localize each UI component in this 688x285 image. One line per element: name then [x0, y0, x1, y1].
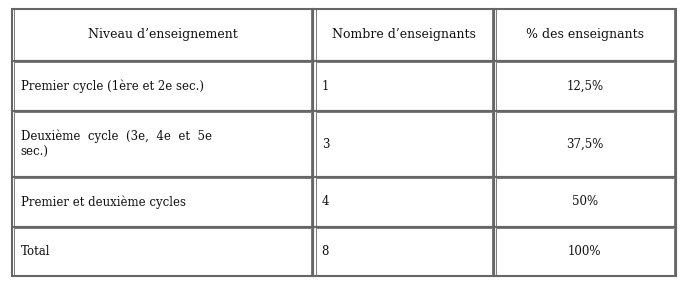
- Bar: [12, 111, 314, 177]
- Bar: [12, 227, 314, 276]
- Bar: [494, 9, 676, 61]
- Bar: [314, 9, 494, 61]
- Text: Total: Total: [21, 245, 50, 258]
- Bar: [12, 9, 314, 61]
- Text: 4: 4: [322, 196, 330, 208]
- Text: Niveau d’enseignement: Niveau d’enseignement: [88, 28, 238, 41]
- Text: Premier cycle (1ère et 2e sec.): Premier cycle (1ère et 2e sec.): [21, 79, 204, 93]
- Bar: [314, 111, 494, 177]
- Bar: [494, 61, 676, 111]
- Text: Deuxième  cycle  (3e,  4e  et  5e
sec.): Deuxième cycle (3e, 4e et 5e sec.): [21, 129, 212, 159]
- Bar: [314, 227, 494, 276]
- Bar: [314, 111, 494, 177]
- Bar: [494, 111, 676, 177]
- Bar: [12, 111, 314, 177]
- Bar: [14, 228, 312, 276]
- Text: 3: 3: [322, 137, 330, 150]
- Bar: [496, 9, 674, 60]
- Bar: [494, 227, 676, 276]
- Bar: [314, 227, 494, 276]
- Text: 50%: 50%: [572, 196, 598, 208]
- Bar: [14, 112, 312, 176]
- Text: 12,5%: 12,5%: [566, 80, 603, 93]
- Bar: [316, 178, 492, 226]
- Bar: [314, 177, 494, 227]
- Bar: [12, 9, 314, 61]
- Bar: [14, 62, 312, 110]
- Bar: [12, 227, 314, 276]
- Bar: [316, 62, 492, 110]
- Bar: [494, 177, 676, 227]
- Bar: [14, 9, 312, 60]
- Text: 1: 1: [322, 80, 329, 93]
- Bar: [314, 61, 494, 111]
- Bar: [316, 112, 492, 176]
- Bar: [496, 178, 674, 226]
- Bar: [494, 111, 676, 177]
- Bar: [12, 177, 314, 227]
- Bar: [12, 61, 314, 111]
- Bar: [314, 177, 494, 227]
- Bar: [14, 178, 312, 226]
- Text: Nombre d’enseignants: Nombre d’enseignants: [332, 28, 475, 41]
- Bar: [494, 9, 676, 61]
- Bar: [314, 61, 494, 111]
- Bar: [314, 9, 494, 61]
- Text: 8: 8: [322, 245, 329, 258]
- Text: 100%: 100%: [568, 245, 601, 258]
- Bar: [12, 177, 314, 227]
- Bar: [494, 61, 676, 111]
- Text: % des enseignants: % des enseignants: [526, 28, 644, 41]
- Bar: [494, 177, 676, 227]
- Bar: [494, 227, 676, 276]
- Text: Premier et deuxième cycles: Premier et deuxième cycles: [21, 195, 186, 209]
- Bar: [316, 228, 492, 276]
- Bar: [496, 112, 674, 176]
- Bar: [316, 9, 492, 60]
- Bar: [496, 62, 674, 110]
- Bar: [12, 61, 314, 111]
- Bar: [496, 228, 674, 276]
- Text: 37,5%: 37,5%: [566, 137, 603, 150]
